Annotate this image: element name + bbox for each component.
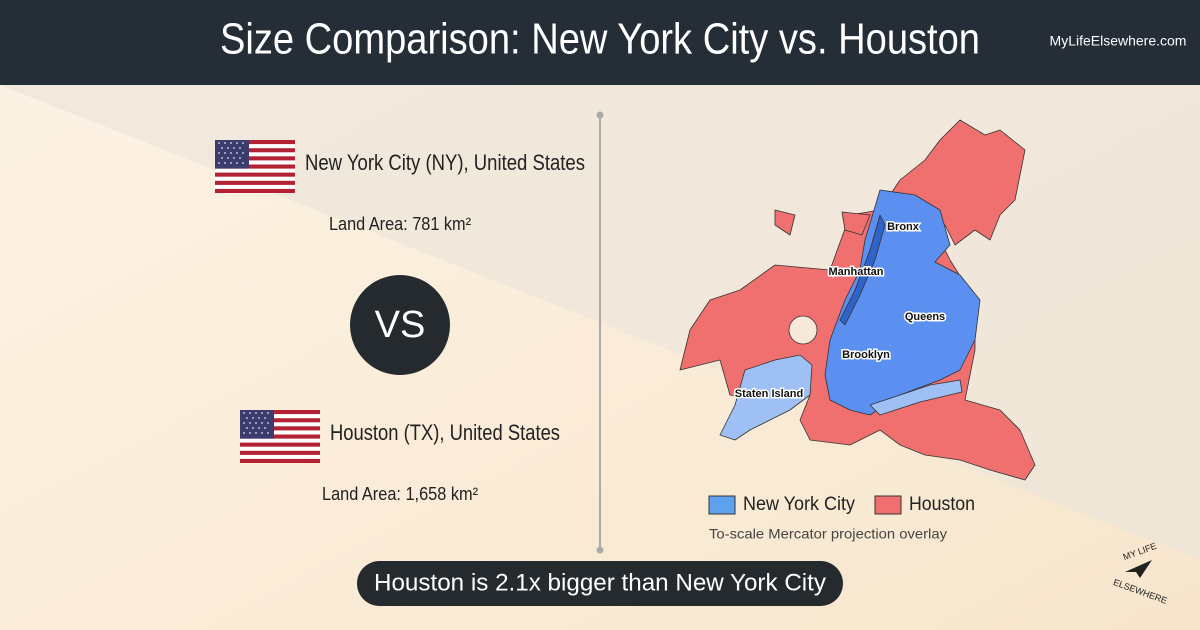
- nyc-shape: [869, 379, 963, 416]
- legend-label: New York City: [743, 494, 855, 515]
- conclusion: Houston is 2.1x bigger than New York Cit…: [374, 569, 826, 596]
- manhattan-shape: [839, 214, 886, 326]
- map-label: Brooklyn: [842, 349, 890, 361]
- land-area: Land Area: 1,658 km²: [322, 484, 478, 504]
- title: Size Comparison: New York City vs. Houst…: [220, 15, 980, 64]
- map-labels: Bronx Manhattan Queens Brooklyn Staten I…: [733, 219, 946, 401]
- site-name: MyLifeElsewhere.com: [1050, 33, 1187, 49]
- land-area: Land Area: 781 km²: [329, 214, 471, 234]
- legend-swatch: [874, 495, 902, 515]
- divider-end: [596, 111, 604, 119]
- vs-badge: [350, 275, 450, 375]
- conclusion-pill: [357, 561, 843, 606]
- logo-plane: [1125, 560, 1152, 578]
- header-bar: [0, 0, 1200, 85]
- map-label: Manhattan: [829, 266, 884, 278]
- map-overlay: [679, 119, 1036, 481]
- legend-label: Houston: [909, 494, 975, 515]
- legend-swatch: [708, 495, 736, 515]
- vs-text: VS: [375, 304, 426, 346]
- nyc-shape: [824, 189, 981, 416]
- houston-shape: [774, 209, 796, 236]
- map-label: Queens: [905, 311, 945, 323]
- map-label: Staten Island: [735, 388, 803, 400]
- flag: [240, 410, 320, 463]
- houston-shape: [841, 211, 871, 236]
- flag: [215, 140, 295, 193]
- nyc-shape: [719, 354, 813, 441]
- city-name: Houston (TX), United States: [330, 420, 560, 445]
- city-name: New York City (NY), United States: [305, 150, 585, 175]
- map-hole: [788, 315, 818, 345]
- map-caption: To-scale Mercator projection overlay: [709, 526, 947, 542]
- map-label: Bronx: [887, 221, 920, 233]
- divider-end: [596, 546, 604, 554]
